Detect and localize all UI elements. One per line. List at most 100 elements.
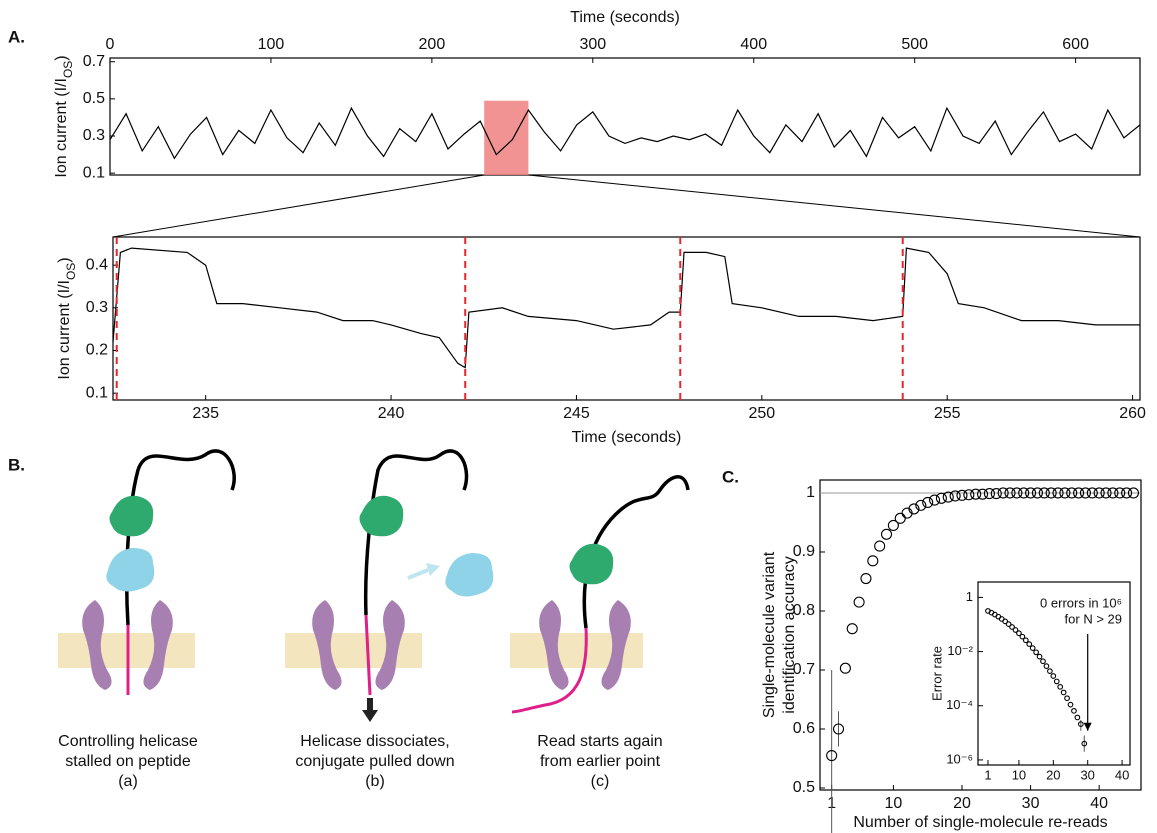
point xyxy=(853,596,865,608)
x-axis-label: Time (seconds) xyxy=(572,429,682,446)
point xyxy=(832,723,845,735)
y-tick-label: 0.9 xyxy=(793,543,815,560)
x-axis-label: Number of single-molecule re-reads xyxy=(853,814,1107,831)
point xyxy=(880,528,893,540)
point xyxy=(1067,701,1074,708)
point xyxy=(935,492,947,504)
point xyxy=(1100,487,1112,499)
caption: from earlier point xyxy=(540,753,661,770)
y-tick-label: 0.5 xyxy=(83,90,105,107)
x-tick-label: 300 xyxy=(579,36,606,53)
x-tick-label: 30 xyxy=(1022,795,1040,812)
chart: 0 100 200 300 400 500 600 0.1 0.3 0.5 0.7 Time (sec… xyxy=(53,9,1141,181)
y-axis-label: Single-molecule variant xyxy=(761,551,778,718)
point xyxy=(1127,487,1140,499)
x-tick-label: 0 xyxy=(106,36,115,53)
pore xyxy=(143,600,173,690)
point xyxy=(1121,487,1133,499)
diagram xyxy=(58,449,690,722)
point xyxy=(839,662,851,674)
caption: (c) xyxy=(591,773,610,790)
point xyxy=(1052,487,1064,499)
point xyxy=(1018,487,1030,499)
pore xyxy=(82,600,112,690)
caption: (b) xyxy=(365,773,385,790)
point xyxy=(894,512,906,524)
point xyxy=(928,494,941,506)
trace xyxy=(112,247,1140,369)
y-axis-label: Ion current (I/IOS) xyxy=(53,55,75,177)
point xyxy=(1050,673,1057,679)
membrane xyxy=(285,633,422,668)
x-tick-label: 500 xyxy=(901,36,928,53)
strand xyxy=(363,449,469,616)
y-tick-label: 0.3 xyxy=(86,299,108,316)
y-axis-label: Ion current (I/IOS) xyxy=(56,257,78,379)
helicase xyxy=(109,495,154,537)
point xyxy=(1033,649,1039,656)
y-tick-label: 0.7 xyxy=(83,53,105,70)
point xyxy=(860,572,872,585)
arrow xyxy=(407,568,429,580)
pore xyxy=(312,600,342,690)
x-tick-label: 30 xyxy=(1080,767,1094,782)
plot-frame xyxy=(109,57,1141,176)
zoom-connector xyxy=(112,174,485,238)
annotation-arrowhead xyxy=(1083,722,1092,731)
x-tick-label: 100 xyxy=(258,36,285,53)
x-tick-label: 40 xyxy=(1115,767,1129,782)
point xyxy=(1059,487,1071,499)
y-axis-label: identification accuracy xyxy=(781,556,798,713)
point xyxy=(949,490,961,502)
x-tick-label: 240 xyxy=(378,405,405,422)
point xyxy=(1053,678,1060,685)
y-tick-label: 1 xyxy=(966,589,973,604)
y-axis-label-part: Ion current (I/I xyxy=(56,280,73,380)
x-tick-label: 10 xyxy=(884,795,902,812)
x-axis-label: Time (seconds) xyxy=(570,9,680,26)
point xyxy=(1060,689,1067,696)
point xyxy=(1074,714,1081,721)
strand xyxy=(511,627,588,714)
pore xyxy=(601,600,631,690)
x-tick-label: 250 xyxy=(748,405,775,422)
y-tick-label: 1 xyxy=(806,484,815,501)
x-tick-label: 40 xyxy=(1090,795,1108,812)
caption: Helicase dissociates, xyxy=(300,733,449,750)
y-tick-label: 0.8 xyxy=(793,602,815,619)
x-tick-label: 1 xyxy=(984,767,991,782)
x-tick-label: 20 xyxy=(1046,767,1060,782)
point xyxy=(990,488,1002,500)
x-tick-label: 235 xyxy=(192,405,219,422)
chart: 1 10 20 30 40 0.5 0.6 0.7 0.8 0.9 1 Number of singl… xyxy=(761,479,1142,833)
y-axis-label: Error rate xyxy=(929,646,944,701)
x-tick-label: 255 xyxy=(934,405,961,422)
caption: (a) xyxy=(118,773,138,790)
arrow xyxy=(362,710,378,722)
y-axis-label-part: OS xyxy=(64,263,78,280)
point xyxy=(1081,740,1088,747)
y-tick-label: 0.4 xyxy=(86,256,108,273)
point xyxy=(1107,487,1119,499)
point xyxy=(1016,630,1022,637)
point xyxy=(922,496,934,508)
point xyxy=(1009,624,1015,630)
point xyxy=(1040,658,1046,665)
caption: Read starts again xyxy=(537,733,662,750)
highlight-region xyxy=(484,100,529,175)
x-tick-label: 10 xyxy=(1012,767,1026,782)
plot-frame xyxy=(977,581,1131,766)
y-tick-label: 10⁻⁴ xyxy=(946,697,973,712)
point xyxy=(826,749,838,762)
panel-label: C. xyxy=(722,467,739,486)
motor xyxy=(106,548,155,592)
y-tick-label: 0.1 xyxy=(83,164,105,181)
point xyxy=(1022,637,1029,644)
y-tick-label: 0.3 xyxy=(83,127,105,144)
point xyxy=(1045,487,1057,499)
motor xyxy=(445,553,494,597)
pore xyxy=(539,600,569,690)
point xyxy=(942,491,954,503)
caption: stalled on peptide xyxy=(65,753,191,770)
